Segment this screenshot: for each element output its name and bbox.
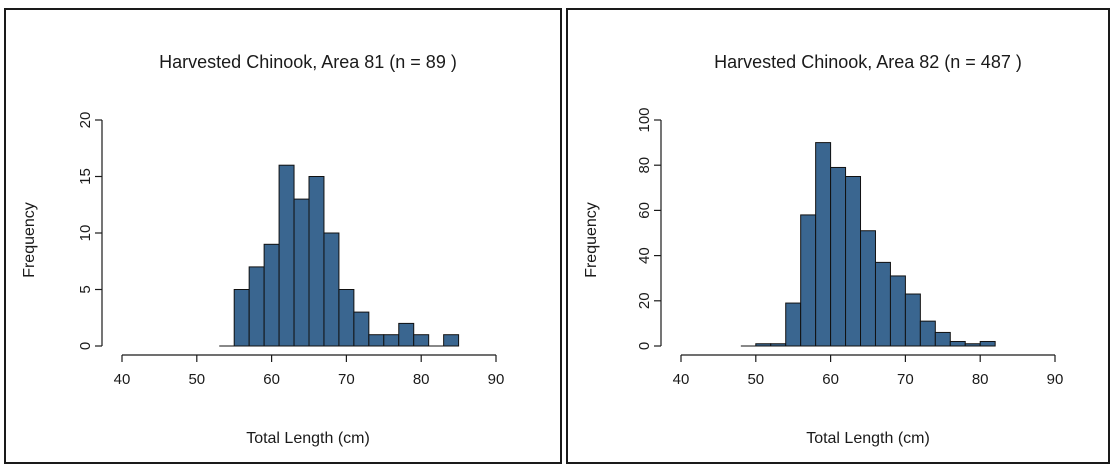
histogram-bar	[323, 232, 340, 347]
histogram-bar	[338, 289, 355, 347]
histogram-area-81: Harvested Chinook, Area 81 (n = 89 ) Tot…	[21, 52, 505, 447]
histogram-bar	[815, 142, 832, 347]
histogram-panel-area-81: Harvested Chinook, Area 81 (n = 89 ) Tot…	[4, 8, 562, 464]
histogram-bar	[964, 343, 981, 347]
y-tick-label: 10	[77, 225, 94, 242]
histogram-bars	[219, 164, 460, 347]
histogram-bar	[263, 243, 280, 347]
histogram-bar	[413, 334, 430, 347]
x-axis-label: Total Length (cm)	[806, 430, 930, 447]
y-tick-label: 5	[77, 285, 94, 293]
y-tick-label: 0	[636, 342, 653, 350]
histogram-bar	[248, 266, 265, 347]
x-axis-label: Total Length (cm)	[246, 430, 370, 447]
histogram-bar	[979, 340, 996, 347]
histogram-bar	[755, 343, 772, 347]
x-tick-label: 80	[413, 371, 430, 388]
x-tick-label: 50	[747, 371, 764, 388]
y-tick-label: 80	[636, 157, 653, 174]
histogram-bar	[770, 343, 787, 347]
histogram-bar	[278, 164, 295, 347]
x-tick-label: 50	[188, 371, 205, 388]
x-axis: 40 50 60 70 80 90	[114, 354, 505, 388]
histogram-bar	[353, 311, 370, 347]
y-axis: 0 5 10 15 20	[77, 112, 103, 350]
chart-title: Harvested Chinook, Area 82 (n = 487 )	[714, 52, 1022, 72]
y-tick-label: 20	[77, 112, 94, 129]
histogram-bar	[308, 176, 325, 347]
histogram-bar	[800, 214, 817, 347]
y-axis-label: Frequency	[21, 202, 38, 278]
histogram-bar	[874, 261, 891, 347]
x-tick-label: 70	[338, 371, 355, 388]
histogram-bar	[845, 176, 862, 347]
y-axis-label: Frequency	[583, 202, 600, 278]
y-tick-label: 15	[77, 168, 94, 185]
histogram-bar	[785, 302, 802, 347]
x-tick-label: 80	[972, 371, 989, 388]
histogram-bar	[904, 293, 921, 347]
x-tick-label: 40	[114, 371, 131, 388]
y-axis: 0 20 40 60 80 100	[636, 107, 662, 350]
histogram-bar	[889, 275, 906, 347]
histogram-bar	[443, 334, 460, 347]
histogram-bar	[368, 334, 385, 347]
histogram-bar	[860, 230, 876, 347]
x-tick-label: 60	[822, 371, 839, 388]
y-tick-label: 40	[636, 247, 653, 264]
x-tick-label: 90	[1047, 371, 1064, 388]
histogram-bar	[919, 320, 936, 347]
histogram-bar	[293, 198, 310, 347]
histogram-bars	[740, 142, 996, 347]
histogram-bar	[934, 331, 951, 347]
chart-title: Harvested Chinook, Area 81 (n = 89 )	[159, 52, 457, 72]
histogram-bar	[398, 322, 415, 347]
x-tick-label: 70	[897, 371, 914, 388]
histogram-bar	[830, 166, 847, 347]
y-tick-label: 100	[636, 107, 653, 132]
x-tick-label: 40	[673, 371, 690, 388]
x-tick-label: 90	[488, 371, 505, 388]
y-tick-label: 60	[636, 202, 653, 219]
histogram-bar	[233, 289, 250, 347]
y-tick-label: 0	[77, 342, 94, 350]
x-tick-label: 60	[263, 371, 280, 388]
y-tick-label: 20	[636, 292, 653, 309]
histogram-bar	[949, 340, 966, 347]
x-axis: 40 50 60 70 80 90	[673, 354, 1064, 388]
histogram-panel-area-82: Harvested Chinook, Area 82 (n = 487 ) To…	[566, 8, 1110, 464]
histogram-area-82: Harvested Chinook, Area 82 (n = 487 ) To…	[583, 52, 1064, 447]
histogram-bar	[383, 334, 400, 347]
